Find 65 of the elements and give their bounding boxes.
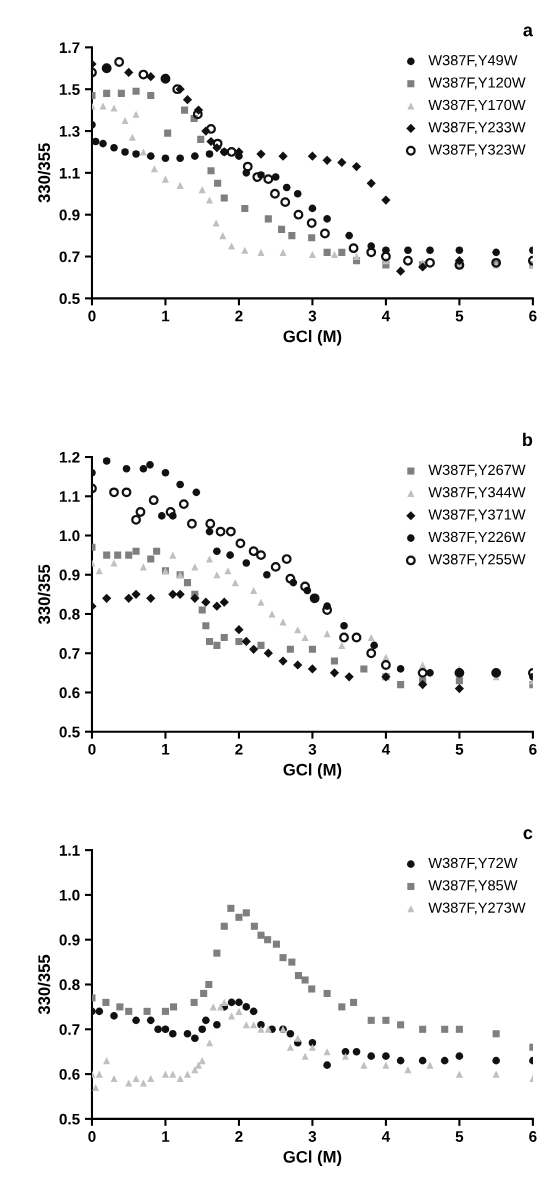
chart-title: b: [523, 432, 533, 447]
legend-label: W387F,Y267W: [428, 464, 526, 477]
x-tick-label: 2: [235, 310, 243, 322]
legend-label: W387F,Y344W: [428, 487, 526, 500]
legend-label: W387F,Y49W: [428, 55, 518, 68]
y-axis-title: 330/355: [37, 954, 51, 1015]
y-tick-label: 0.5: [59, 1113, 80, 1125]
x-tick-label: 3: [308, 743, 317, 755]
y-axis-title: 330/355: [37, 564, 51, 625]
y-tick-label: 0.9: [59, 569, 80, 581]
y-tick-label: 0.9: [59, 934, 80, 946]
y-tick-label: 0.6: [59, 687, 80, 699]
legend-label: W387F,Y170W: [428, 99, 526, 112]
legend-label: W387F,Y85W: [428, 880, 518, 893]
x-axis-title: GCl (M): [283, 1150, 342, 1167]
y-tick-label: 1.0: [59, 530, 80, 542]
legend-label: W387F,Y255W: [428, 554, 526, 567]
y-tick-label: 0.7: [59, 1024, 80, 1035]
y-tick-label: 1.3: [59, 125, 80, 137]
y-tick-label: 1.7: [59, 42, 80, 53]
x-tick-label: 5: [455, 744, 464, 755]
legend-label: W387F,Y371W: [428, 509, 526, 522]
y-tick-label: 0.9: [59, 209, 80, 221]
chart-title: a: [523, 26, 533, 37]
x-axis-title: GCl (M): [283, 763, 342, 779]
y-axis-title: 330/355: [37, 143, 51, 203]
x-tick-label: 5: [455, 1131, 464, 1142]
x-tick-label: 0: [88, 743, 96, 755]
x-tick-label: 1: [162, 744, 170, 755]
y-tick-label: 1.5: [59, 84, 80, 95]
y-tick-label: 1.0: [59, 889, 80, 901]
y-tick-label: 0.6: [59, 1068, 80, 1080]
y-tick-label: 1.1: [59, 845, 80, 856]
y-tick-label: 1.2: [59, 451, 80, 463]
legend-label: W387F,Y120W: [428, 77, 526, 90]
legend-label: W387F,Y226W: [428, 531, 526, 544]
y-tick-label: 0.5: [59, 726, 80, 738]
y-tick-label: 0.8: [59, 979, 80, 991]
y-tick-label: 1.1: [59, 491, 80, 502]
x-tick-label: 2: [235, 1131, 243, 1142]
x-tick-label: 6: [529, 310, 537, 322]
x-tick-label: 1: [162, 1131, 170, 1142]
y-tick-label: 1.1: [59, 167, 80, 179]
x-tick-label: 2: [235, 743, 243, 755]
x-axis-title: GCl (M): [283, 329, 342, 346]
chart-title: c: [523, 829, 533, 840]
y-tick-label: 0.7: [59, 251, 80, 263]
legend-label: W387F,Y273W: [428, 902, 526, 915]
x-tick-label: 4: [381, 1131, 391, 1142]
x-tick-label: 6: [529, 743, 537, 755]
x-tick-label: 0: [88, 1131, 96, 1142]
legend-label: W387F,Y233W: [428, 122, 526, 135]
legend-label: W387F,Y323W: [428, 144, 526, 157]
x-tick-label: 1: [162, 310, 170, 322]
x-tick-label: 5: [455, 310, 464, 322]
x-tick-label: 6: [529, 1131, 537, 1142]
x-tick-label: 4: [381, 310, 391, 322]
x-tick-label: 3: [308, 310, 317, 322]
y-tick-label: 0.8: [59, 608, 80, 620]
x-tick-label: 3: [308, 1131, 317, 1142]
x-tick-label: 0: [88, 310, 96, 322]
legend-label: W387F,Y72W: [428, 857, 518, 870]
x-tick-label: 4: [381, 744, 391, 755]
y-tick-label: 0.5: [59, 293, 80, 305]
y-tick-label: 0.7: [59, 648, 80, 659]
